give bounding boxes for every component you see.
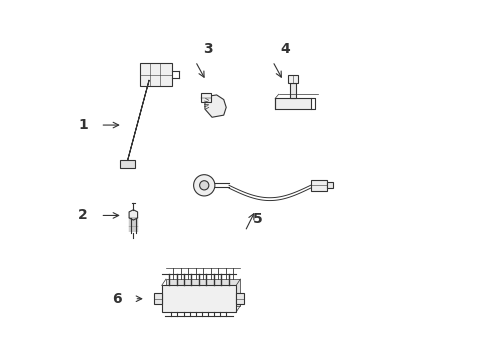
FancyBboxPatch shape xyxy=(288,75,298,82)
FancyBboxPatch shape xyxy=(236,293,244,305)
Text: 1: 1 xyxy=(78,118,88,132)
Text: 5: 5 xyxy=(252,212,262,226)
FancyBboxPatch shape xyxy=(311,180,326,191)
Polygon shape xyxy=(126,80,149,167)
Text: 2: 2 xyxy=(78,208,88,222)
FancyBboxPatch shape xyxy=(120,160,135,168)
FancyBboxPatch shape xyxy=(162,285,236,312)
Text: 6: 6 xyxy=(112,292,122,306)
Polygon shape xyxy=(129,210,138,220)
FancyBboxPatch shape xyxy=(275,99,311,109)
FancyBboxPatch shape xyxy=(154,293,162,305)
Circle shape xyxy=(199,181,209,190)
FancyBboxPatch shape xyxy=(141,63,172,86)
Polygon shape xyxy=(205,95,226,117)
FancyBboxPatch shape xyxy=(326,183,333,188)
FancyBboxPatch shape xyxy=(166,279,241,306)
FancyBboxPatch shape xyxy=(290,82,295,99)
Text: 3: 3 xyxy=(203,42,213,56)
FancyBboxPatch shape xyxy=(201,93,211,102)
Circle shape xyxy=(194,175,215,196)
Text: 4: 4 xyxy=(280,42,290,56)
